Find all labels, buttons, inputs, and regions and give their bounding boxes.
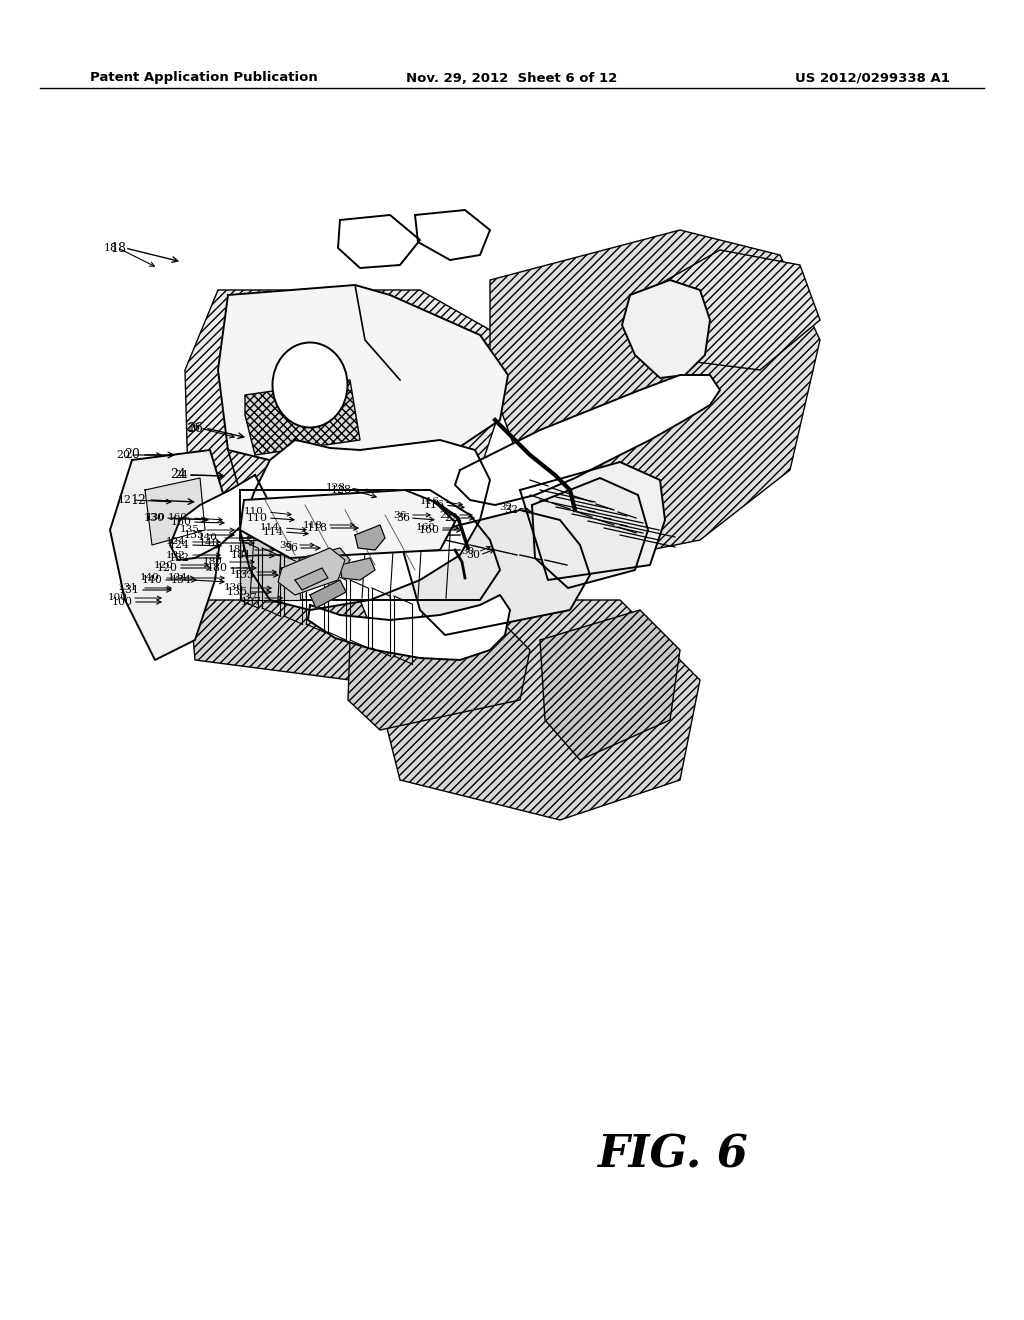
Text: 160: 160: [168, 513, 188, 523]
Text: 134: 134: [171, 576, 193, 585]
Polygon shape: [240, 490, 455, 558]
Polygon shape: [348, 620, 530, 730]
Text: 12: 12: [118, 495, 132, 506]
Text: 140: 140: [140, 573, 160, 582]
Text: 133: 133: [230, 568, 250, 577]
Polygon shape: [310, 579, 346, 609]
Text: 140: 140: [142, 576, 163, 585]
Polygon shape: [190, 601, 380, 680]
Text: 114: 114: [263, 527, 284, 537]
Text: 180: 180: [203, 557, 223, 566]
Text: 30: 30: [466, 550, 480, 560]
Text: 26: 26: [187, 421, 203, 434]
Text: 124: 124: [169, 540, 190, 550]
Text: 36: 36: [284, 543, 298, 553]
Polygon shape: [145, 478, 205, 545]
Polygon shape: [240, 540, 300, 601]
Text: 134: 134: [168, 573, 188, 582]
Text: 100: 100: [109, 594, 128, 602]
Text: 110: 110: [247, 513, 268, 523]
Text: 20: 20: [116, 450, 130, 459]
Text: 140: 140: [198, 533, 218, 543]
Text: 130: 130: [144, 513, 165, 523]
Text: 160: 160: [171, 517, 193, 527]
Text: 118: 118: [303, 520, 323, 529]
Text: 24: 24: [174, 470, 188, 480]
Text: 22: 22: [444, 513, 458, 523]
Text: 181: 181: [228, 545, 248, 554]
Polygon shape: [415, 210, 490, 260]
Polygon shape: [218, 285, 508, 470]
Text: 136: 136: [227, 587, 248, 597]
Text: 137: 137: [241, 597, 262, 607]
Polygon shape: [532, 478, 648, 587]
Text: Nov. 29, 2012  Sheet 6 of 12: Nov. 29, 2012 Sheet 6 of 12: [407, 71, 617, 84]
Polygon shape: [245, 380, 360, 455]
Text: 18: 18: [110, 242, 126, 255]
Polygon shape: [295, 568, 328, 590]
Text: 116: 116: [424, 500, 445, 510]
Polygon shape: [455, 375, 720, 506]
Text: 120: 120: [157, 564, 178, 573]
Text: 131: 131: [118, 583, 138, 593]
Text: 180: 180: [207, 564, 228, 573]
Polygon shape: [278, 548, 345, 595]
Text: 128: 128: [331, 484, 352, 495]
Polygon shape: [340, 558, 375, 579]
Polygon shape: [540, 610, 680, 760]
Polygon shape: [338, 215, 420, 268]
Ellipse shape: [272, 342, 347, 428]
Text: 120: 120: [155, 561, 174, 569]
Polygon shape: [295, 548, 350, 578]
Text: 30: 30: [461, 548, 474, 557]
Polygon shape: [170, 475, 268, 560]
Text: 26: 26: [186, 422, 200, 433]
Text: 124: 124: [166, 537, 186, 546]
Text: 160: 160: [416, 524, 436, 532]
Text: Patent Application Publication: Patent Application Publication: [90, 71, 317, 84]
Text: 32: 32: [500, 503, 513, 512]
Text: 24: 24: [170, 469, 186, 482]
Polygon shape: [622, 280, 710, 378]
Text: 22: 22: [439, 511, 453, 520]
Text: 132: 132: [166, 550, 186, 560]
Text: 12: 12: [130, 494, 146, 507]
Text: 181: 181: [231, 550, 252, 560]
Text: 130: 130: [146, 513, 166, 523]
Polygon shape: [308, 595, 510, 660]
Text: 133: 133: [234, 570, 255, 579]
Polygon shape: [185, 290, 510, 531]
Polygon shape: [240, 490, 500, 601]
Text: 100: 100: [112, 597, 133, 607]
Polygon shape: [490, 230, 820, 560]
Polygon shape: [380, 601, 700, 820]
Text: 135: 135: [180, 525, 200, 535]
Text: 18: 18: [104, 243, 118, 253]
Polygon shape: [240, 440, 490, 610]
Text: FIG. 6: FIG. 6: [597, 1134, 748, 1176]
Text: 135: 135: [184, 531, 205, 540]
Polygon shape: [520, 462, 665, 579]
Polygon shape: [400, 510, 590, 635]
Polygon shape: [640, 249, 820, 370]
Text: 137: 137: [239, 594, 258, 602]
Text: 116: 116: [420, 498, 440, 507]
Text: 136: 136: [224, 583, 244, 593]
Text: 132: 132: [169, 553, 190, 564]
Text: 36: 36: [393, 511, 406, 520]
Polygon shape: [355, 525, 385, 550]
Text: 140: 140: [199, 539, 220, 548]
Text: 36: 36: [280, 540, 293, 549]
Text: 36: 36: [396, 513, 410, 523]
Text: 118: 118: [307, 523, 328, 533]
Polygon shape: [110, 450, 225, 660]
Text: 131: 131: [119, 585, 140, 595]
Text: 20: 20: [124, 449, 140, 462]
Text: 128: 128: [326, 483, 346, 492]
Text: 114: 114: [260, 524, 280, 532]
Text: 110: 110: [244, 507, 264, 516]
Text: 160: 160: [419, 525, 440, 535]
Text: US 2012/0299338 A1: US 2012/0299338 A1: [795, 71, 950, 84]
Text: 32: 32: [504, 506, 518, 515]
